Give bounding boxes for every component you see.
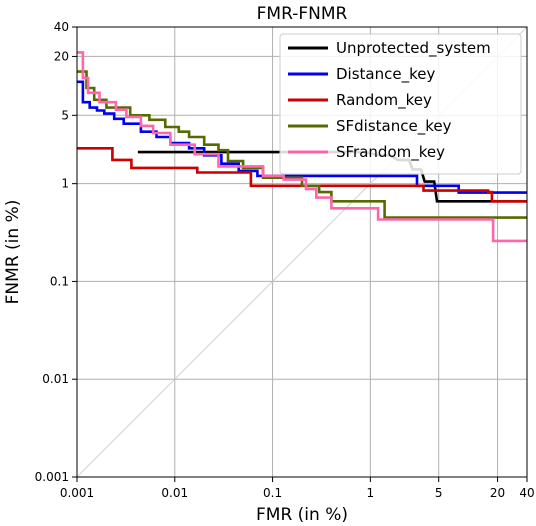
y-tick-label-0: 0.001 [35,470,69,484]
ticks: 0.001 0.01 0.1 1 5 20 40 0.001 0.01 0.1 1 5 20 40 [35,20,535,500]
x-tick-label-3: 1 [367,486,375,500]
y-tick-label-3: 1 [61,177,69,191]
legend: Unprotected_system Distance_key Random_key… [279,33,522,175]
legend-label-random-key: Random_key [336,91,432,110]
x-axis-label: FMR (in %) [256,505,348,525]
x-tick-label-2: 0.1 [263,486,282,500]
series-line-random-key [77,147,527,203]
x-tick-label-5: 20 [490,486,505,500]
x-tick-label-4: 5 [435,486,443,500]
x-tick-label-6: 40 [519,486,534,500]
y-tick-label-2: 0.1 [50,274,69,288]
x-tick-label-1: 0.01 [161,486,188,500]
series-line-sfdistance-key [77,70,527,219]
series-line-distance-key [77,80,527,194]
legend-label-sfrandom-key: SFrandom_key [336,143,445,162]
legend-label-distance-key: Distance_key [336,65,435,84]
legend-label-sfdistance-key: SFdistance_key [336,117,452,136]
y-axis-label: FNMR (in %) [3,200,23,305]
x-tick-label-0: 0.001 [60,486,94,500]
y-tick-label-6: 40 [54,20,69,34]
legend-box [279,33,522,175]
plot-frame [76,26,528,478]
series-line-sfrandom-key [77,51,527,243]
legend-label-unprotected-system: Unprotected_system [336,39,491,58]
y-tick-label-4: 5 [61,108,69,122]
y-tick-label-1: 0.01 [42,372,69,386]
y-tick-label-5: 20 [54,49,69,63]
chart-title: FMR-FNMR [257,4,348,24]
